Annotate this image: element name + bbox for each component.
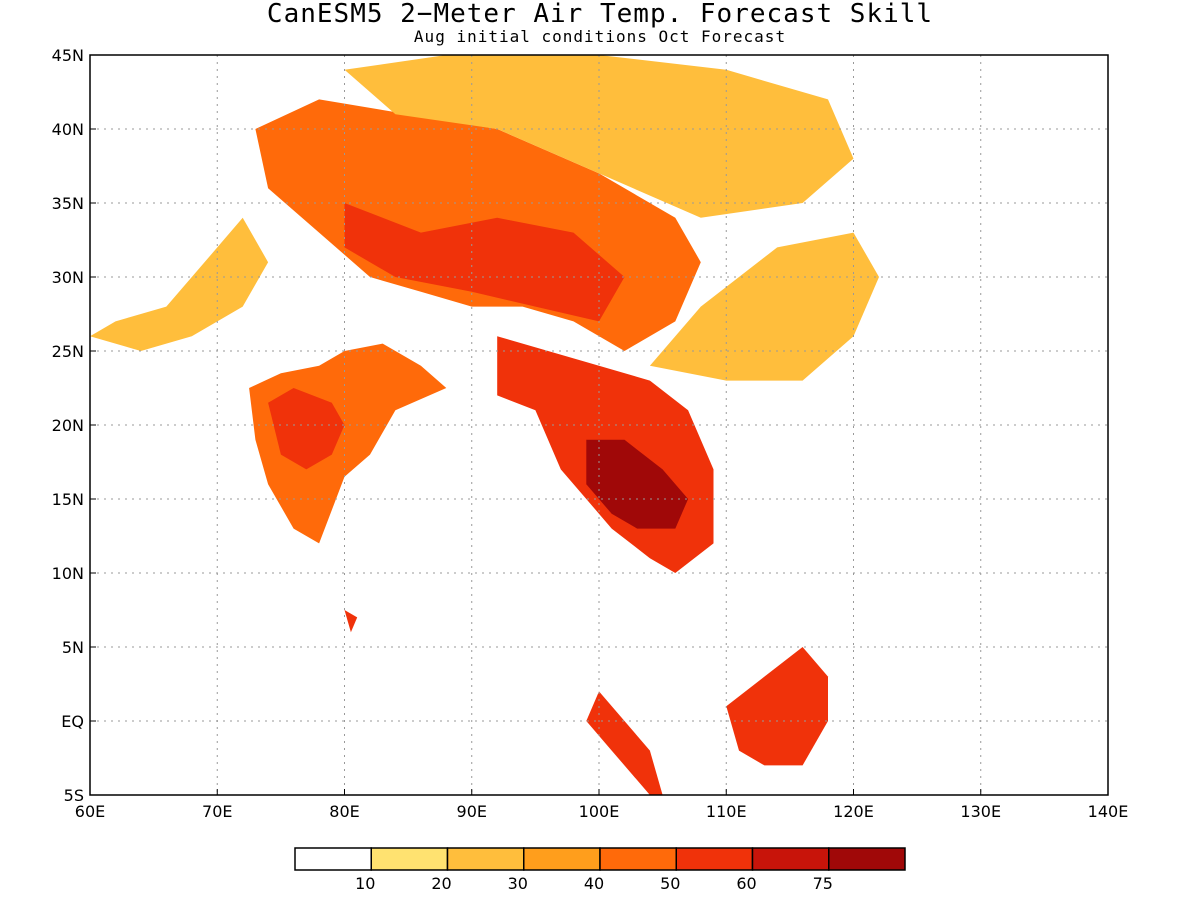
colorbar-swatch [599, 847, 677, 871]
chart-title: CanESM5 2−Meter Air Temp. Forecast Skill [266, 0, 934, 29]
skill-shading [90, 55, 879, 795]
lat-tick-label: 15N [52, 490, 84, 509]
skill-region-tibet-core [344, 203, 625, 322]
lat-tick-label: EQ [61, 712, 84, 731]
colorbar-label: 60 [736, 874, 756, 893]
lat-tick-label: 5S [64, 786, 84, 805]
axis-ticks: 60E 70E 80E 90E 100E 110E 120E 130E 140E 45N 40N 35… [52, 46, 1129, 821]
colorbar-swatch [675, 847, 754, 871]
skill-region-central-india-core [268, 388, 345, 470]
grid-lines [90, 55, 1108, 795]
skill-region-indochina-core [586, 439, 689, 529]
chart-subtitle: Aug initial conditions Oct Forecast [413, 27, 787, 46]
skill-region-sumatra [586, 691, 663, 795]
lat-tick-label: 5N [62, 638, 84, 657]
lat-tick-label: 40N [52, 120, 84, 139]
lon-tick-label: 110E [706, 802, 747, 821]
skill-region-south-china [649, 232, 879, 381]
colorbar-swatch [294, 847, 372, 871]
lat-tick-label: 10N [52, 564, 84, 583]
skill-region-mongolia [344, 55, 854, 218]
colorbar-label: 40 [584, 874, 604, 893]
lon-tick-label: 80E [329, 802, 359, 821]
lat-tick-label: 45N [52, 46, 84, 65]
colorbar-label: 75 [813, 874, 833, 893]
lon-tick-label: 140E [1088, 802, 1129, 821]
colorbar: 10 20 30 40 50 60 75 [294, 847, 906, 893]
lat-tick-label: 35N [52, 194, 84, 213]
lon-tick-label: 130E [960, 802, 1001, 821]
lat-tick-label: 25N [52, 342, 84, 361]
lon-tick-label: 70E [202, 802, 232, 821]
colorbar-label: 30 [508, 874, 528, 893]
lat-tick-label: 20N [52, 416, 84, 435]
skill-region-sri-lanka [344, 610, 358, 633]
colorbar-label: 20 [431, 874, 451, 893]
skill-region-nw-india [90, 217, 269, 351]
lat-tick-label: 30N [52, 268, 84, 287]
lon-tick-label: 120E [833, 802, 874, 821]
colorbar-swatch [446, 847, 525, 871]
colorbar-label: 50 [660, 874, 680, 893]
colorbar-swatch [370, 847, 449, 871]
lon-tick-label: 60E [75, 802, 105, 821]
colorbar-swatch [523, 847, 601, 871]
colorbar-label: 10 [355, 874, 375, 893]
colorbar-swatch [828, 847, 906, 871]
skill-region-borneo [726, 647, 828, 766]
colorbar-swatch [751, 847, 830, 871]
lon-tick-label: 90E [457, 802, 487, 821]
lon-tick-label: 100E [579, 802, 620, 821]
